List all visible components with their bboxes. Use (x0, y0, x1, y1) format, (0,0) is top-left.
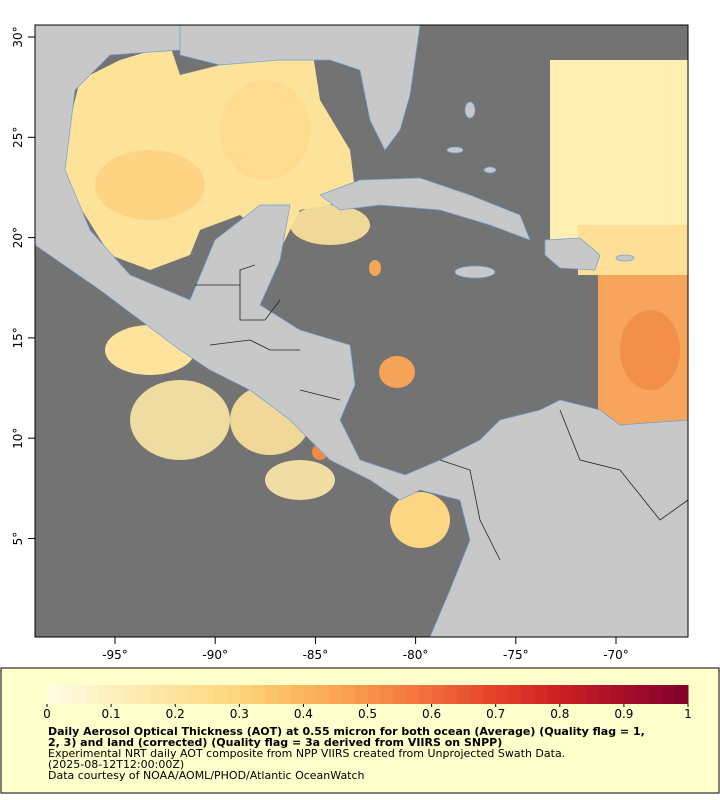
caption-title: Daily Aerosol Optical Thickness (AOT) at… (48, 725, 645, 738)
colorbar-swatch (239, 685, 253, 704)
colorbar-tick-label: 0.3 (230, 707, 249, 721)
colorbar-swatch (111, 685, 125, 704)
lon-tick-label: -70° (603, 648, 629, 662)
colorbar-swatch (470, 685, 484, 704)
colorbar-tick-label: 0.4 (294, 707, 313, 721)
colorbar-swatch (188, 685, 202, 704)
colorbar-swatch (290, 685, 304, 704)
colorbar-tick-label: 1 (684, 707, 692, 721)
colorbar-swatch (611, 685, 625, 704)
colorbar-tick-label: 0.1 (102, 707, 121, 721)
caption-line: Data courtesy of NOAA/AOML/PHOD/Atlantic… (48, 769, 365, 782)
colorbar-swatch (72, 685, 86, 704)
puerto-rico (615, 254, 635, 262)
colorbar-swatch (534, 685, 548, 704)
colorbar-swatch (329, 685, 343, 704)
colorbar-swatch (418, 685, 433, 704)
lon-tick-label: -75° (503, 648, 529, 662)
mainland (35, 25, 688, 637)
caption-line: (2025-08-12T12:00:00Z) (48, 758, 184, 771)
colorbar-swatch (175, 685, 189, 704)
colorbar-swatch (636, 685, 651, 704)
colorbar-swatch (393, 685, 407, 704)
colorbar-swatch (252, 685, 266, 704)
colorbar-swatch (405, 685, 420, 704)
colorbar-swatch (495, 685, 510, 704)
colorbar-swatch (482, 685, 497, 704)
colorbar-swatch (47, 685, 61, 704)
colorbar: 0 0.1 0.2 0.3 0.4 0.5 0.6 0.7 0.8 0.9 1 (43, 685, 692, 721)
colorbar-swatch (380, 685, 394, 704)
colorbar-tick-label: 0.8 (550, 707, 569, 721)
colorbar-swatch (316, 685, 330, 704)
colorbar-swatch (572, 685, 586, 704)
borders (195, 264, 688, 561)
lon-tick-label: -85° (303, 648, 329, 662)
colorbar-swatch (444, 685, 458, 704)
colorbar-swatch (226, 685, 240, 704)
island (446, 146, 464, 154)
colorbar-swatch (431, 685, 445, 704)
lat-tick-label: 5° (11, 532, 25, 546)
colorbar-swatch (546, 685, 561, 704)
colorbar-swatch (277, 685, 292, 704)
colorbar-swatch (85, 685, 99, 704)
colorbar-tick-label: 0.5 (358, 707, 377, 721)
colorbar-swatch (162, 685, 176, 704)
colorbar-tick-label: 0.9 (614, 707, 633, 721)
colorbar-tick-label: 0.7 (486, 707, 505, 721)
colorbar-swatch (649, 685, 663, 704)
colorbar-swatch (98, 685, 112, 704)
colorbar-swatch (598, 685, 612, 704)
lon-tick-label: -95° (102, 648, 128, 662)
colorbar-swatch (354, 685, 368, 704)
colorbar-tick-label: 0.2 (166, 707, 185, 721)
colorbar-swatch (303, 685, 317, 704)
lon-tick-label: -80° (403, 648, 429, 662)
lat-tick-label: 25° (11, 127, 25, 148)
colorbar-tick-label: 0 (43, 707, 51, 721)
colorbar-swatch (457, 685, 471, 704)
cuba (319, 177, 531, 241)
colorbar-swatch (59, 685, 74, 704)
caption-line: Experimental NRT daily AOT composite fro… (48, 747, 565, 760)
jamaica (454, 265, 496, 279)
colorbar-swatch (559, 685, 574, 704)
colorbar-swatch (675, 685, 689, 704)
colorbar-tick-label: 0.6 (422, 707, 441, 721)
lat-tick-label: 30° (11, 26, 25, 47)
colorbar-swatch (585, 685, 599, 704)
colorbar-swatch (508, 685, 522, 704)
map (35, 25, 688, 637)
colorbar-swatch (521, 685, 535, 704)
colorbar-swatch (662, 685, 676, 704)
axes: -95° -90° -85° -80° -75° -70° 30° 25° 20° 15° 10° 5… (11, 26, 629, 662)
lat-tick-label: 10° (11, 428, 25, 449)
map-frame (34, 24, 689, 638)
colorbar-swatch (264, 685, 279, 704)
lat-tick-label: 15° (11, 327, 25, 348)
hispaniola (544, 237, 601, 271)
lat-tick-label: 20° (11, 227, 25, 248)
colorbar-swatch (367, 685, 381, 704)
colorbar-swatch (200, 685, 215, 704)
colorbar-swatch (213, 685, 227, 704)
colorbar-swatch (123, 685, 138, 704)
land (35, 25, 688, 637)
florida-us (179, 25, 421, 151)
island (483, 166, 497, 174)
colorbar-swatch (341, 685, 356, 704)
colorbar-swatch (149, 685, 163, 704)
island (464, 101, 476, 119)
colorbar-swatch (136, 685, 151, 704)
colorbar-swatch (623, 685, 638, 704)
caption-title: 2, 3) and land (corrected) (Quality flag… (48, 736, 502, 749)
lon-tick-label: -90° (202, 648, 228, 662)
